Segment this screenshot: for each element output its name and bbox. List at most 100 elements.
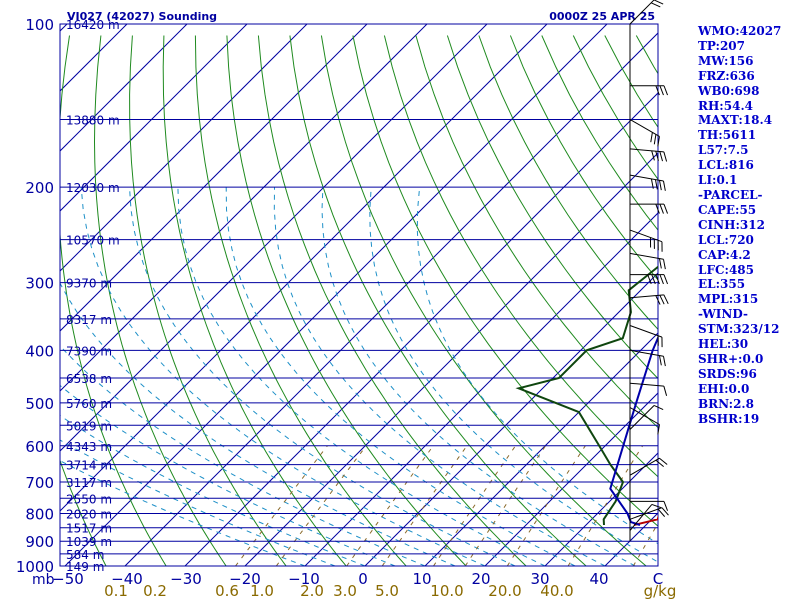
wind-barb bbox=[629, 119, 660, 137]
wind-barb-flag bbox=[658, 355, 662, 366]
isotherm bbox=[60, 24, 548, 512]
temperature-tick-label: −30 bbox=[170, 570, 202, 588]
wind-barb bbox=[629, 382, 664, 387]
wind-barb bbox=[629, 148, 664, 153]
wind-barb bbox=[629, 407, 660, 425]
pressure-tick-label: 200 bbox=[25, 179, 54, 197]
pressure-tick-label: 900 bbox=[25, 533, 54, 551]
profile-series-2 bbox=[609, 335, 658, 526]
index-value: -PARCEL- bbox=[698, 187, 763, 202]
wind-barb-flag bbox=[655, 274, 660, 285]
temperature-tick-label: −20 bbox=[229, 570, 261, 588]
wind-barb bbox=[629, 405, 655, 430]
wind-barb bbox=[629, 507, 663, 520]
index-value: CINH:312 bbox=[698, 217, 765, 232]
mixing-ratio-label: 2.0 bbox=[300, 582, 324, 600]
wind-barb-flag bbox=[647, 274, 652, 285]
isotherm bbox=[60, 24, 368, 332]
isotherm bbox=[244, 152, 658, 566]
wind-barb-flag bbox=[655, 459, 664, 467]
isotherm bbox=[484, 392, 658, 566]
dry-adiabat bbox=[383, 35, 658, 478]
height-label: 12030 m bbox=[66, 181, 120, 195]
dry-adiabat bbox=[93, 35, 227, 566]
wind-barb-flag bbox=[651, 503, 662, 509]
mixing-ratio-unit-label: g/kg bbox=[644, 582, 677, 600]
wind-barb-flag bbox=[663, 204, 669, 214]
mixing-ratio-label: 3.0 bbox=[333, 582, 357, 600]
isotherm bbox=[60, 24, 488, 452]
isotherm bbox=[64, 24, 608, 566]
index-value: SHR+:0.0 bbox=[698, 351, 764, 366]
wind-barb-flag bbox=[655, 295, 661, 305]
plot-frame bbox=[59, 23, 659, 567]
isotherm bbox=[424, 332, 658, 566]
mixing-ratio-line bbox=[506, 445, 586, 566]
mixing-ratio-label: 0.6 bbox=[215, 582, 239, 600]
pressure-tick-label: 300 bbox=[25, 275, 54, 293]
index-value: L57:7.5 bbox=[698, 143, 749, 158]
index-value: TH:5611 bbox=[698, 128, 757, 143]
wind-barb-flag bbox=[663, 294, 669, 305]
height-label: 8317 m bbox=[66, 313, 112, 327]
wind-barb-flag bbox=[658, 180, 662, 191]
dry-adiabat bbox=[60, 35, 167, 566]
height-label: 1517 m bbox=[66, 522, 112, 536]
index-value: BSHR:19 bbox=[698, 411, 760, 426]
isotherm bbox=[124, 32, 658, 566]
index-value: MAXT:18.4 bbox=[698, 113, 773, 128]
wind-barb-flag bbox=[662, 180, 666, 191]
pressure-tick-label: 700 bbox=[25, 474, 54, 492]
dry-adiabat bbox=[0, 36, 52, 578]
grid-group bbox=[0, 24, 769, 578]
dry-adiabat bbox=[415, 35, 658, 429]
height-label: 5019 m bbox=[66, 419, 112, 433]
temperature-tick-label: −50 bbox=[52, 570, 84, 588]
index-value: LFC:485 bbox=[698, 262, 754, 277]
temperature-tick-label: 10 bbox=[412, 570, 431, 588]
wind-barb-flag bbox=[650, 132, 653, 143]
moist-adiabat bbox=[273, 187, 606, 566]
mixing-ratio-line bbox=[346, 445, 434, 566]
index-value: WB0:698 bbox=[698, 83, 760, 98]
wind-barb-flag bbox=[659, 204, 664, 214]
moist-adiabat bbox=[60, 460, 306, 566]
index-value: CAPE:55 bbox=[698, 202, 757, 217]
wind-barb-flag bbox=[663, 85, 669, 96]
wind-barb bbox=[629, 325, 663, 338]
index-value: MW:156 bbox=[698, 53, 754, 68]
pressure-tick-label: 1000 bbox=[16, 558, 54, 576]
moist-adiabat bbox=[129, 187, 516, 566]
moist-adiabat bbox=[60, 384, 396, 566]
wind-barb-flag bbox=[659, 294, 665, 305]
wind-barb-flag bbox=[659, 151, 664, 162]
index-value: WMO:42027 bbox=[698, 24, 782, 38]
index-value: TP:207 bbox=[698, 38, 746, 53]
wind-barb-flag bbox=[657, 508, 666, 517]
wind-barb-flag bbox=[659, 274, 664, 285]
isotherm bbox=[544, 452, 658, 566]
index-value: HEL:30 bbox=[698, 337, 749, 352]
dry-adiabat bbox=[320, 35, 647, 566]
dry-adiabat bbox=[446, 35, 658, 380]
station-title: VI027 (42027) Sounding bbox=[67, 10, 217, 23]
index-value: STM:323/12 bbox=[698, 322, 780, 337]
moist-adiabat bbox=[416, 187, 658, 545]
wind-barb-flag bbox=[659, 457, 668, 465]
mixing-ratio-label: 1.0 bbox=[250, 582, 274, 600]
mixing-ratio-line bbox=[703, 446, 769, 566]
mixing-ratio-label: 0.2 bbox=[143, 582, 167, 600]
temperature-tick-label: 40 bbox=[589, 570, 608, 588]
isotherm bbox=[184, 92, 658, 566]
mixing-ratio-label: 20.0 bbox=[488, 582, 521, 600]
height-label: 1039 m bbox=[66, 535, 112, 549]
mixing-ratio-line bbox=[235, 445, 328, 566]
pressure-tick-label: 600 bbox=[25, 438, 54, 456]
moist-adiabat bbox=[369, 187, 658, 563]
index-value: LCL:720 bbox=[698, 232, 754, 247]
mixing-ratio-line bbox=[464, 445, 547, 566]
height-label: 10570 m bbox=[66, 234, 120, 248]
wind-barb-flag bbox=[651, 150, 655, 161]
wind-barb-flag bbox=[661, 507, 669, 516]
